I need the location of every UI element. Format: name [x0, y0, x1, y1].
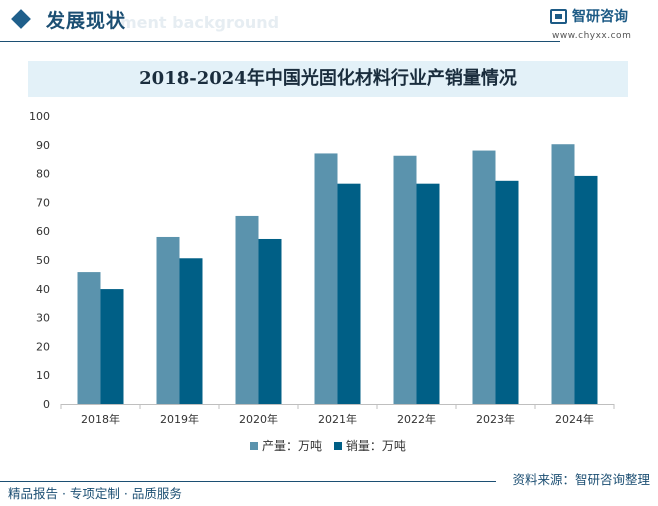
legend-swatch-production — [250, 442, 258, 450]
legend-swatch-sales — [333, 442, 342, 450]
x-tick-label: 2020年 — [239, 412, 278, 426]
section-title: 发展现状 — [46, 10, 127, 32]
logo: 智研咨询 www.chyxx.com — [550, 6, 646, 42]
bar-production — [393, 155, 417, 404]
legend-item-sales: 销量：万吨 — [333, 437, 406, 454]
bar-production — [314, 153, 338, 404]
bar-production — [551, 144, 575, 404]
x-tick-label: 2021年 — [318, 412, 357, 426]
footer-slogan: 精品报告 · 专项定制 · 品质服务 — [8, 486, 182, 501]
legend-label-sales: 销量：万吨 — [345, 439, 406, 453]
chart-title: 2018-2024年中国光固化材料行业产销量情况 — [139, 68, 517, 89]
bar-sales — [416, 183, 440, 404]
logo-url: www.chyxx.com — [552, 31, 632, 41]
y-tick-label: 40 — [36, 283, 50, 296]
bar-sales — [495, 180, 519, 404]
y-tick-label: 80 — [36, 168, 50, 181]
bar-sales — [337, 183, 361, 404]
bar-sales — [258, 238, 282, 404]
y-tick-label: 60 — [36, 225, 50, 238]
diamond-icon — [11, 9, 31, 29]
y-tick-label: 0 — [43, 398, 50, 411]
source-note: 资料来源：智研咨询整理 — [512, 472, 650, 487]
bar-production — [77, 272, 101, 404]
x-tick-label: 2023年 — [476, 412, 515, 426]
y-tick-label: 100 — [29, 110, 50, 123]
header: ment background 发展现状 智研咨询 www.chyxx.com — [0, 0, 658, 44]
footer-divider — [0, 481, 496, 482]
x-tick-label: 2022年 — [397, 412, 436, 426]
chart-title-band: 2018-2024年中国光固化材料行业产销量情况 — [28, 61, 628, 97]
legend-label-production: 产量：万吨 — [262, 439, 323, 453]
y-tick-label: 50 — [36, 254, 50, 267]
y-tick-label: 70 — [36, 196, 50, 209]
bar-production — [472, 150, 496, 404]
y-tick-label: 30 — [36, 312, 50, 325]
x-tick-label: 2019年 — [160, 412, 199, 426]
logo-name: 智研咨询 — [572, 9, 628, 25]
bar-sales — [100, 289, 124, 404]
section-subtitle-watermark: ment background — [120, 13, 280, 32]
header-divider — [0, 41, 560, 42]
bar-sales — [179, 258, 203, 404]
legend: 产量：万吨 销量：万吨 — [250, 437, 414, 453]
bar-sales — [574, 175, 598, 404]
chyxx-logo-icon — [550, 9, 567, 24]
y-tick-label: 90 — [36, 139, 50, 152]
y-tick-label: 20 — [36, 340, 50, 353]
x-tick-label: 2024年 — [555, 412, 594, 426]
bar-production — [235, 215, 259, 404]
bar-chart: 0 10 20 30 40 50 60 70 80 90 100 2018年 2019年 2020年 202… — [29, 110, 615, 426]
y-tick-label: 10 — [36, 369, 50, 382]
x-tick-label: 2018年 — [81, 412, 120, 426]
bar-production — [156, 236, 180, 404]
legend-item-production: 产量：万吨 — [250, 437, 322, 454]
